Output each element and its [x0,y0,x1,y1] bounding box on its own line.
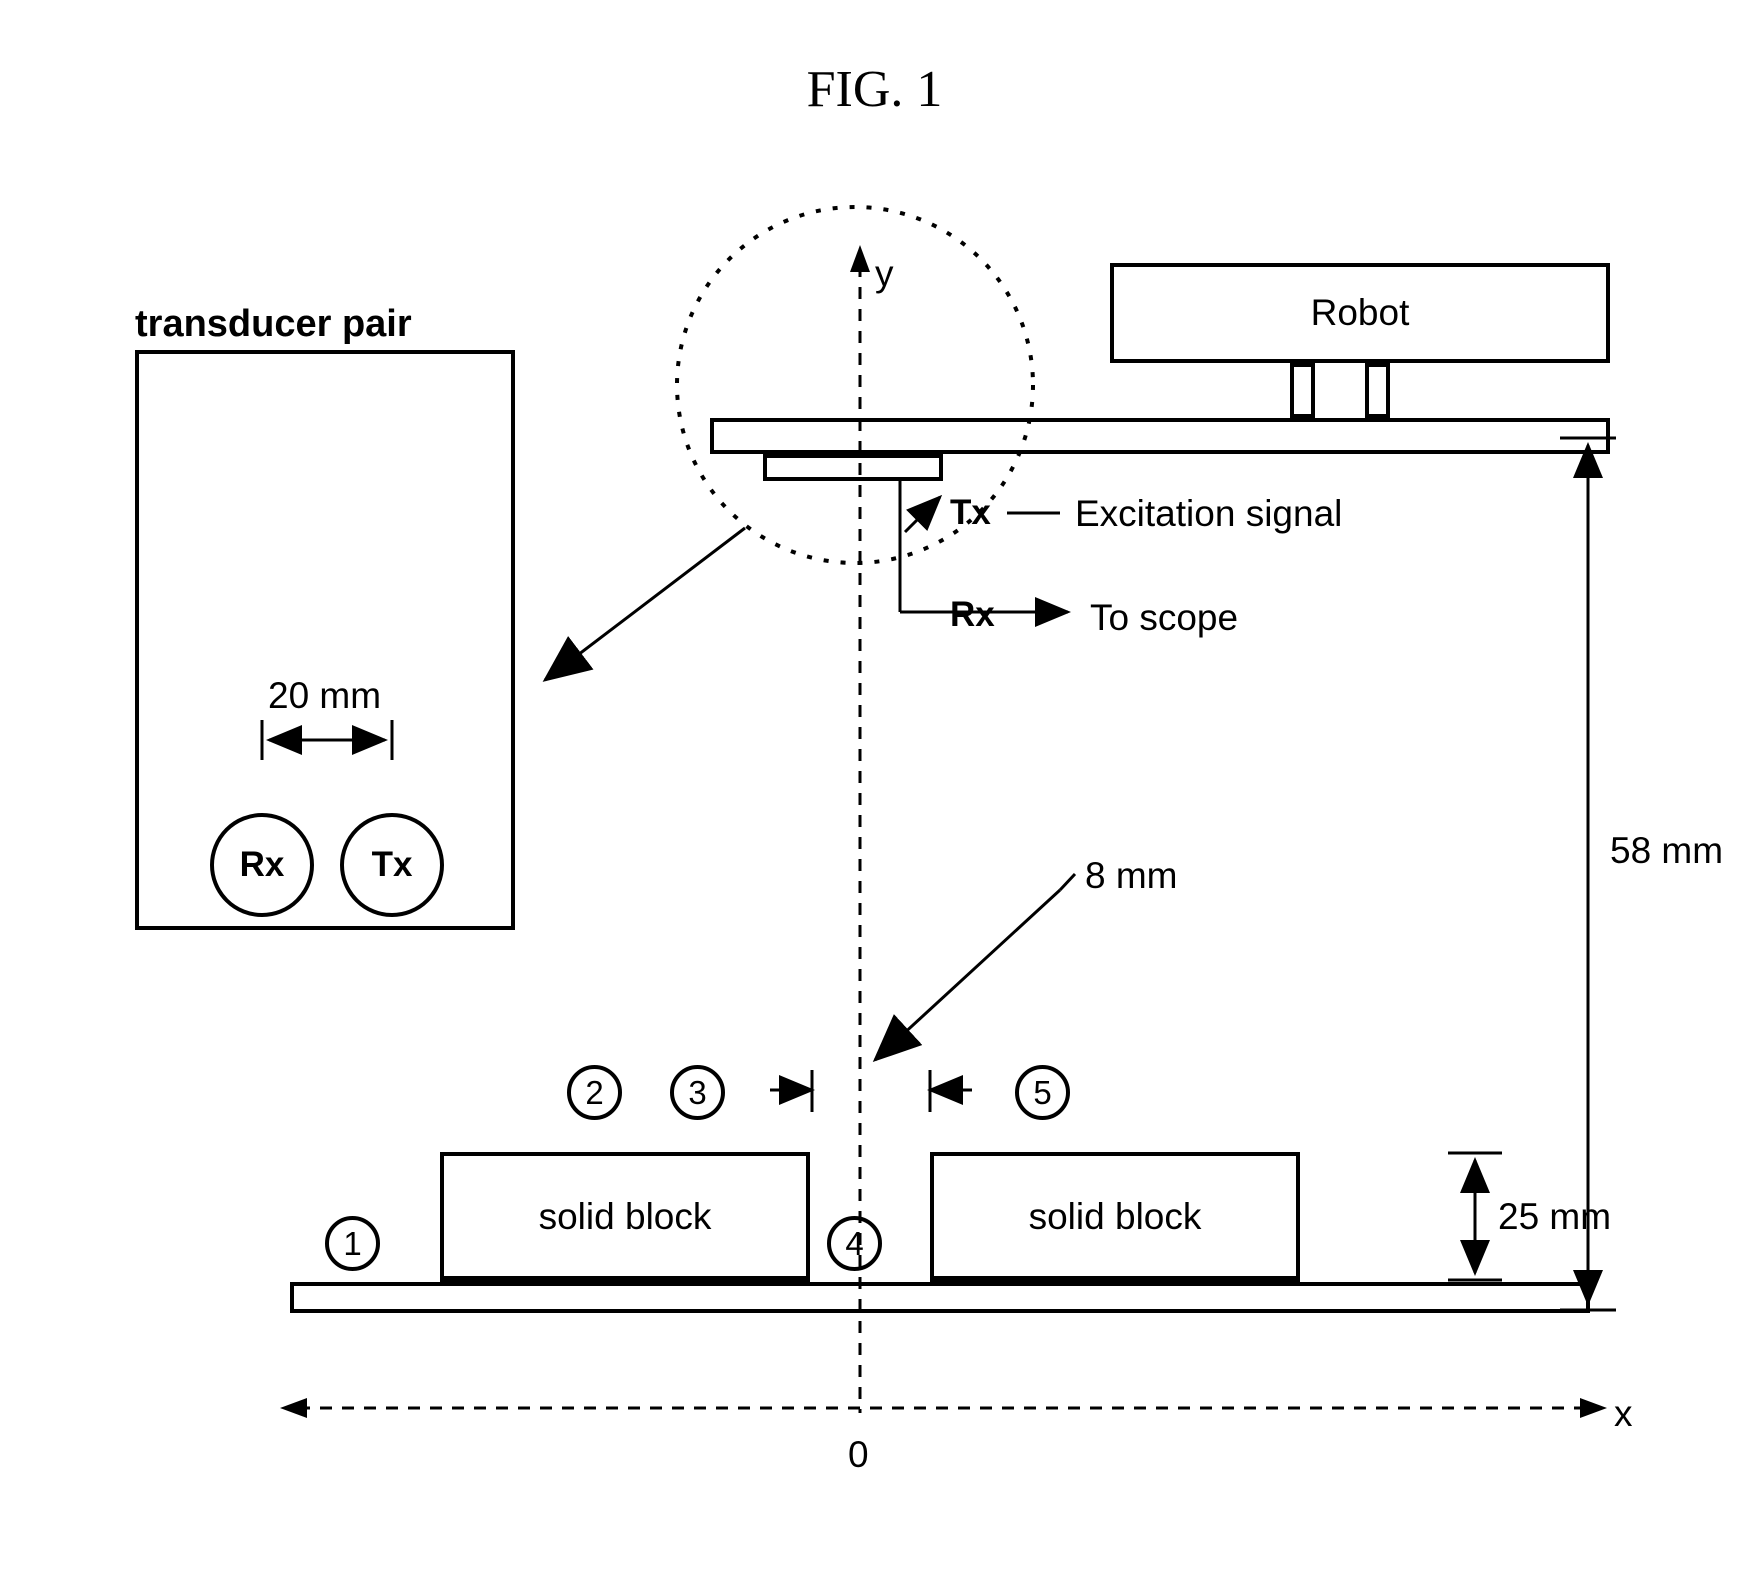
excitation-signal-label: Excitation signal [1075,493,1342,535]
rx-circle: Rx [210,813,314,917]
zero-label: 0 [848,1434,869,1476]
x-axis-label: x [1614,1393,1633,1435]
base-plate [290,1282,1590,1313]
figure-title: FIG. 1 [807,60,943,119]
robot-box: Robot [1110,263,1610,363]
marker-1: 1 [325,1216,380,1271]
dim-20mm: 20 mm [268,675,381,717]
marker-3: 3 [670,1065,725,1120]
rx-label: Rx [950,595,995,635]
dim-8mm: 8 mm [1085,855,1178,897]
solid-block-right: solid block [930,1152,1300,1282]
to-scope-label: To scope [1090,597,1238,639]
dim-25mm: 25 mm [1498,1196,1611,1238]
robot-conn2 [1365,363,1390,418]
marker-5: 5 [1015,1065,1070,1120]
y-axis-label: y [875,253,894,295]
transducer-pair-title: transducer pair [135,303,412,346]
transducer-pair-box [135,350,515,930]
marker-2: 2 [567,1065,622,1120]
dim-58mm: 58 mm [1610,830,1723,872]
robot-conn1 [1290,363,1315,418]
solid-block-left: solid block [440,1152,810,1282]
arm-bar [710,418,1610,454]
tx-label: Tx [950,493,991,533]
tx-circle: Tx [340,813,444,917]
transducer-holder [763,454,943,481]
marker-4: 4 [827,1216,882,1271]
